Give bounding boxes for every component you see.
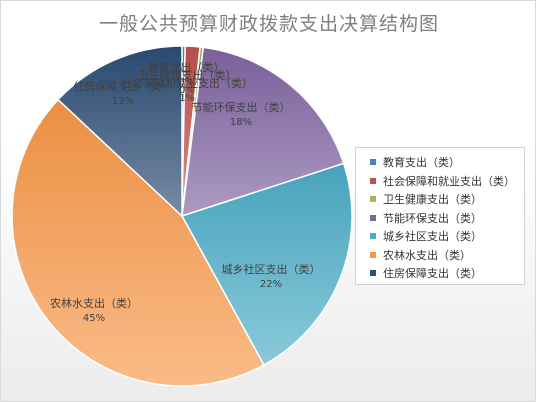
legend-item: 农林水支出（类） (370, 246, 524, 265)
legend-item: 教育支出（类） (370, 153, 524, 172)
slice-category-label: 卫生健康支出（类） (138, 68, 237, 82)
slice-percent-label: 18% (230, 117, 252, 128)
legend-item: 卫生健康支出（类） (370, 190, 524, 209)
legend-label: 城乡社区支出（类） (383, 230, 482, 244)
slice-category-label: 社会保障和就业支出（类） (121, 76, 253, 90)
legend-swatch (370, 196, 376, 203)
legend-item: 社会保障和就业支出（类） (370, 172, 524, 191)
legend-label: 卫生健康支出（类） (383, 193, 482, 207)
legend-label: 社会保障和就业支出（类） (383, 174, 515, 188)
legend-label: 节能环保支出（类） (383, 211, 482, 225)
legend-swatch (370, 251, 376, 258)
pie-slice (180, 162, 353, 366)
pie-slice (181, 46, 345, 218)
legend-swatch (370, 159, 376, 166)
legend-swatch (370, 177, 376, 184)
slice-percent-label: 45% (83, 313, 105, 324)
slice-category-label: 农林水支出（类） (50, 296, 138, 310)
legend-item: 节能环保支出（类） (370, 209, 524, 228)
legend-label: 教育支出（类） (383, 156, 460, 170)
legend-label: 住房保障支出（类） (383, 267, 482, 281)
legend-swatch (370, 270, 376, 277)
slice-percent-label: 13% (112, 96, 134, 107)
slice-category-label: 节能环保支出（类） (192, 100, 291, 114)
slice-percent-label: 22% (260, 279, 282, 290)
slice-category-label: 教育支出（类） (148, 60, 225, 74)
slice-category-label: 城乡社区支出（类） (222, 262, 321, 276)
slice-percent-label: 0% (178, 77, 194, 88)
pie-slice (57, 45, 183, 218)
chart-title: 一般公共预算财政拨款支出决算结构图 (98, 13, 439, 35)
legend-item: 住房保障支出（类） (370, 264, 524, 283)
legend-item: 城乡社区支出（类） (370, 227, 524, 246)
slice-percent-label: 1% (179, 93, 195, 104)
legend-swatch (370, 233, 376, 240)
legend-swatch (370, 214, 376, 221)
pie-slice (11, 98, 265, 387)
chart-legend: 教育支出（类） 社会保障和就业支出（类） 卫生健康支出（类） 节能环保支出（类） 城乡社… (355, 147, 525, 285)
legend-label: 农林水支出（类） (383, 248, 471, 262)
slice-category-label: 住房保障支出（类） (74, 79, 173, 93)
slice-percent-label: 0% (179, 85, 195, 96)
